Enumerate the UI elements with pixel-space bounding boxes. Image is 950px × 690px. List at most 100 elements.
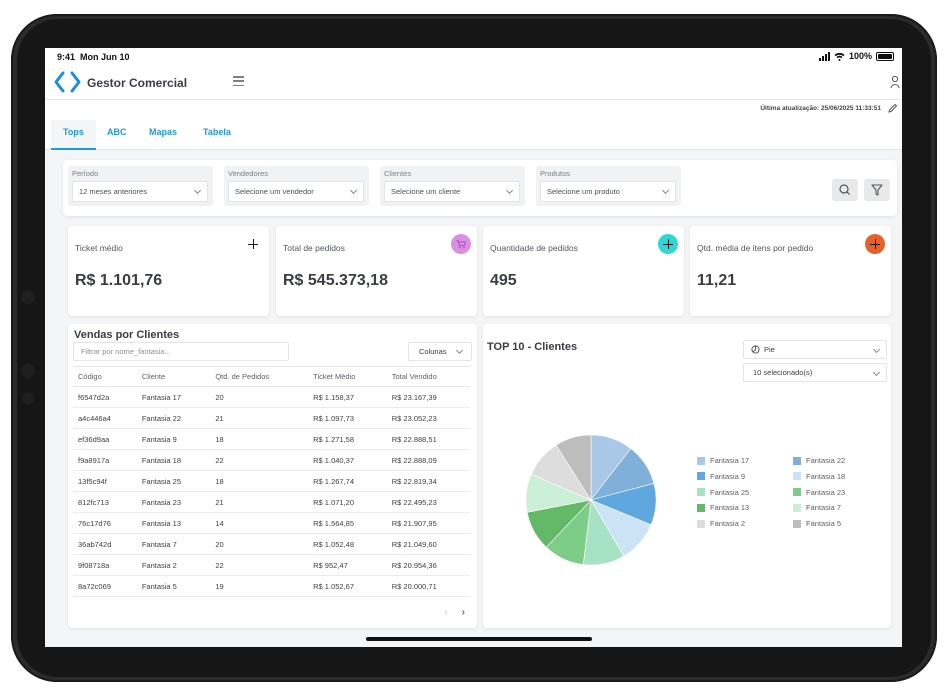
legend-label: Fantasia 17 [710,456,750,465]
legend-label: Fantasia 13 [710,503,750,513]
home-indicator[interactable] [366,637,592,641]
chart-type-select[interactable]: Pie [743,340,887,359]
user-icon[interactable] [890,75,900,89]
table-cell: 20 [210,533,309,555]
table-cell: R$ 22.819,34 [386,470,470,492]
columns-button[interactable]: Colunas [408,342,472,361]
pencil-icon[interactable] [887,103,898,114]
table-cell: R$ 22.495,23 [386,491,470,513]
cliente-select[interactable]: Selecione um cliente [384,181,520,202]
kpi-label: Qtd. média de itens por pedido [697,243,814,253]
legend-item[interactable]: Fantasia 22 [793,456,845,465]
legend-swatch [793,472,801,481]
table-row[interactable]: 36ab742d Fantasia 7 20 R$ 1.052,48 R$ 21.049… [73,533,470,555]
sensor-dot [22,392,34,404]
legend-swatch [793,519,801,528]
column-header[interactable]: Qtd. de Pedidos [210,366,309,387]
client-selection-select[interactable]: 10 selecionado(s) [743,363,887,382]
column-header[interactable]: Ticket Médio [308,366,387,387]
tab-tops[interactable]: Tops [51,120,96,150]
column-header[interactable]: Cliente [136,366,211,387]
filter-periodo: Período 12 meses anteriores [68,166,213,206]
plus-icon[interactable] [658,234,678,254]
legend-item[interactable]: Fantasia 13 [697,503,749,512]
last-update-text: Última atualização: 25/06/2025 11:33:51 [760,105,881,112]
table-cell: 13f5c94f [73,470,137,492]
table-cell: 19 [210,575,309,597]
table-row[interactable]: 13f5c94f Fantasia 25 18 R$ 1.267,74 R$ 22.81… [73,470,470,492]
legend-swatch [793,503,801,512]
legend-swatch [793,456,801,465]
table-cell: R$ 1.071,20 [308,491,387,513]
legend-swatch [697,519,705,528]
next-page-icon[interactable]: › [461,607,465,618]
kpi-label: Ticket médio [75,243,123,253]
chevron-down-icon [193,186,202,195]
client-filter-input[interactable]: Filtrar por nome_fantasia... [73,342,289,361]
produto-select[interactable]: Selecione um produto [540,181,676,202]
top10-card: TOP 10 - Clientes Pie 10 selecionado(s) … [483,324,891,628]
vendedor-select[interactable]: Selecione um vendedor [228,181,364,202]
table-cell: 18 [210,470,309,492]
table-cell: Fantasia 25 [136,470,211,492]
legend-item[interactable]: Fantasia 2 [697,519,745,528]
table-row[interactable]: f9a8917a Fantasia 18 22 R$ 1.040,37 R$ 22.88… [73,449,470,471]
table-row[interactable]: 76c17d76 Fantasia 13 14 R$ 1.564,85 R$ 21.90… [73,512,470,534]
column-header[interactable]: Total Vendido [386,366,470,387]
pie-chart-icon [751,345,760,354]
column-header[interactable]: Código [73,366,137,387]
tab-tabela[interactable]: Tabela [203,127,231,137]
funnel-icon [871,184,883,196]
hamburger-menu-icon[interactable] [233,76,244,86]
table-row[interactable]: f6547d2a Fantasia 17 20 R$ 1.158,37 R$ 23.16… [73,386,470,408]
legend-label: Fantasia 9 [710,471,746,481]
tab-abc[interactable]: ABC [107,127,127,137]
table-cell: R$ 1.040,37 [308,449,387,471]
filter-label: Produtos [540,169,571,178]
update-bar: Última atualização: 25/06/2025 11:33:51 [45,100,902,120]
chevron-down-icon [872,345,881,354]
prev-page-icon[interactable]: ‹ [444,607,448,618]
table-cell: Fantasia 13 [136,512,211,534]
pie-slice-fantasia-5[interactable] [555,434,592,502]
table-cell: a4c446a4 [73,407,137,429]
legend-item[interactable]: Fantasia 5 [793,519,841,528]
plus-icon[interactable] [865,234,885,254]
kpi-card-ticket-medio: Ticket médio R$ 1.101,76 [68,226,269,316]
periodo-select[interactable]: 12 meses anteriores [72,181,208,202]
tab-mapas[interactable]: Mapas [149,127,178,137]
plus-icon[interactable] [243,234,263,254]
app-title: Gestor Comercial [87,76,188,90]
table-cell: Fantasia 5 [136,575,211,597]
filter-produtos: Produtos Selecione um produto [536,166,681,206]
table-cell: R$ 23.167,39 [386,386,470,408]
camera-dot [21,290,35,304]
legend-item[interactable]: Fantasia 9 [697,472,745,481]
legend-swatch [793,488,801,497]
kpi-value: 11,21 [697,272,737,289]
table-cell: ef36d9aa [73,428,137,450]
legend-item[interactable]: Fantasia 7 [793,503,841,512]
legend-item[interactable]: Fantasia 23 [793,488,845,497]
filter-vendedores: Vendedores Selecione um vendedor [224,166,369,206]
table-row[interactable]: 812fc713 Fantasia 23 21 R$ 1.071,20 R$ 22.49… [73,491,470,513]
legend-swatch [697,488,705,497]
signal-icon [818,51,830,61]
kpi-label: Quantidade de pedidos [490,243,578,253]
legend-item[interactable]: Fantasia 17 [697,456,749,465]
table-row[interactable]: a4c446a4 Fantasia 22 21 R$ 1.097,73 R$ 23.05… [73,407,470,429]
table-row[interactable]: 9f08718a Fantasia 2 22 R$ 952,47 R$ 20.954,3… [73,554,470,576]
table-row[interactable]: 8a72c069 Fantasia 5 19 R$ 1.052,67 R$ 20.000… [73,575,470,597]
kpi-value: R$ 545.373,18 [283,272,388,289]
sales-title: Vendas por Clientes [74,329,180,341]
table-cell: Fantasia 18 [136,449,211,471]
legend-item[interactable]: Fantasia 25 [697,488,749,497]
search-button[interactable] [832,179,858,201]
legend-item[interactable]: Fantasia 18 [793,472,845,481]
table-cell: 8a72c069 [73,575,137,597]
table-cell: R$ 1.052,67 [308,575,387,597]
pagination: ‹ › [444,607,465,618]
filter-button[interactable] [864,179,890,201]
cart-icon[interactable] [451,234,471,254]
table-row[interactable]: ef36d9aa Fantasia 9 18 R$ 1.271,58 R$ 22.888… [73,428,470,450]
